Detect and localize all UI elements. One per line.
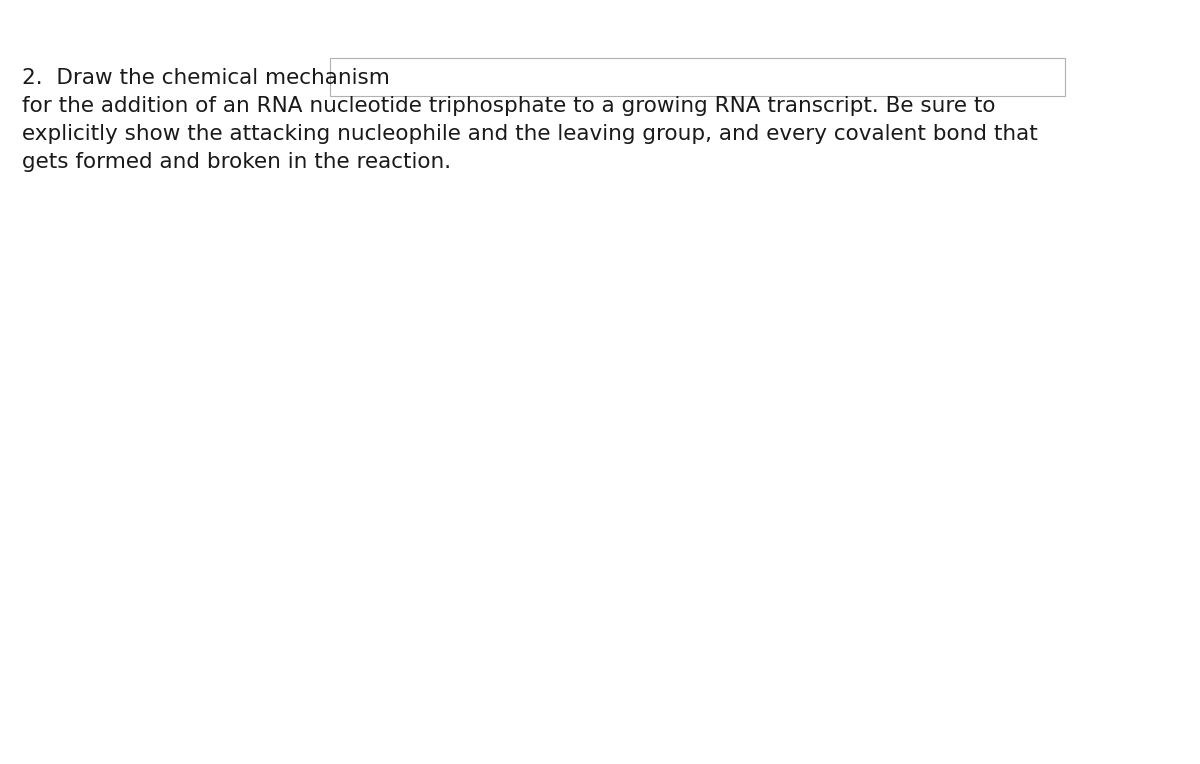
- Text: explicitly show the attacking nucleophile and the leaving group, and every coval: explicitly show the attacking nucleophil…: [22, 124, 1038, 144]
- Text: gets formed and broken in the reaction.: gets formed and broken in the reaction.: [22, 152, 451, 172]
- Text: for the addition of an RNA nucleotide triphosphate to a growing RNA transcript. : for the addition of an RNA nucleotide tr…: [22, 96, 996, 116]
- Bar: [330, 58, 1066, 96]
- Text: 2.  Draw the chemical mechanism: 2. Draw the chemical mechanism: [22, 68, 390, 88]
